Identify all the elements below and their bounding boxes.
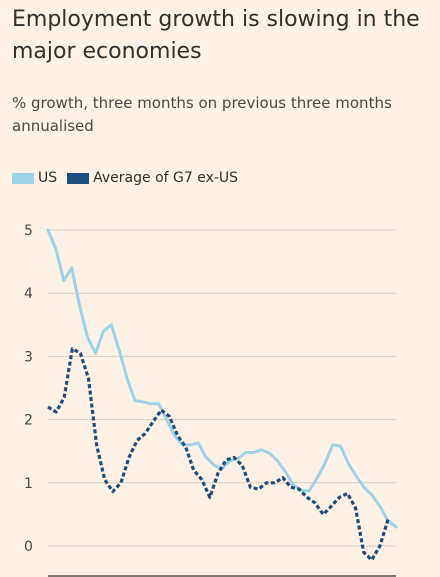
y-tick-label-3: 3	[24, 349, 33, 365]
legend-label-g7: Average of G7 ex-US	[93, 170, 239, 186]
y-tick-label-1: 1	[24, 476, 33, 492]
y-tick-label-2: 2	[24, 413, 33, 429]
y-tick-label-0: 0	[24, 539, 33, 555]
y-tick-label-4: 4	[24, 286, 33, 302]
legend: US Average of G7 ex-US	[12, 170, 248, 186]
legend-swatch-us	[12, 172, 34, 184]
series-line-g7	[47, 347, 390, 562]
grid-layer	[48, 229, 396, 547]
legend-item-g7: Average of G7 ex-US	[67, 170, 238, 186]
chart-subtitle: % growth, three months on previous three…	[12, 94, 392, 135]
series-layer	[46, 228, 398, 562]
legend-swatch-g7	[67, 172, 90, 184]
y-tick-label-5: 5	[24, 223, 33, 239]
chart-title: Employment growth is slowing in the majo…	[12, 7, 420, 64]
legend-label-us: US	[38, 170, 58, 186]
legend-item-us: US	[12, 170, 57, 186]
y-tick-labels: 0 1 2 3 4 5	[24, 223, 33, 555]
